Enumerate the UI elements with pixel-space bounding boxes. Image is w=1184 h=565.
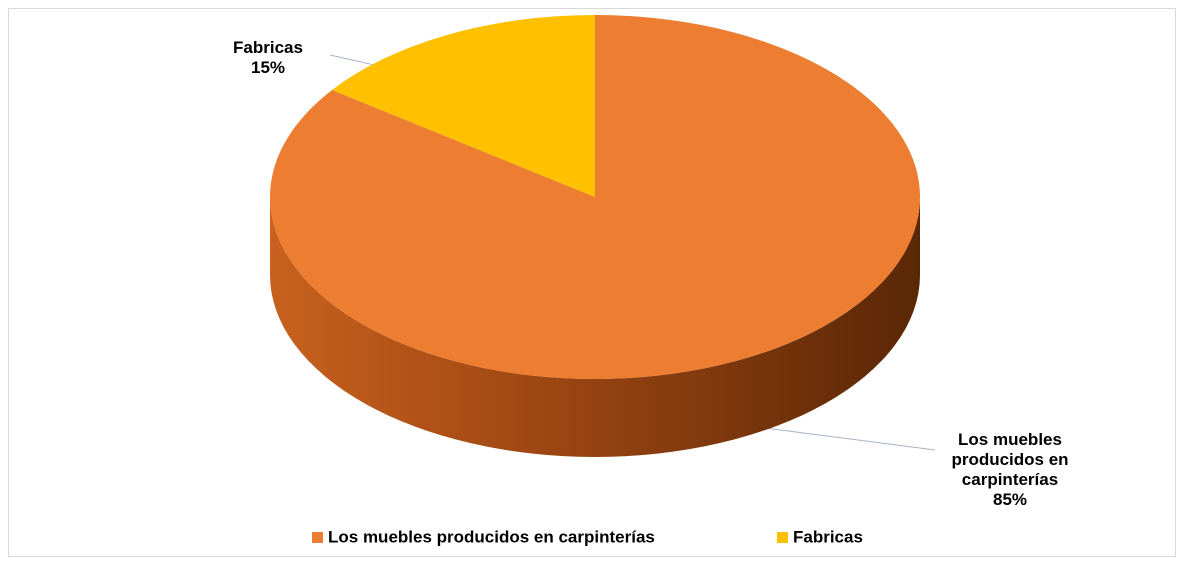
legend-swatch: [777, 532, 788, 543]
data-label-name: Fabricas: [233, 38, 303, 57]
pie-side: [270, 197, 920, 457]
leader-line: [764, 427, 936, 451]
data-label-value: 15%: [250, 58, 286, 77]
data-label: Fabricas 15%: [208, 38, 328, 78]
pie-slice: [332, 15, 595, 197]
data-label-value: 85%: [992, 490, 1028, 509]
legend-swatch: [312, 532, 323, 543]
data-label: Los muebles producidos en carpinterías 8…: [930, 430, 1090, 510]
data-label-name: Los muebles producidos en carpinterías: [951, 430, 1069, 489]
legend-label: Los muebles producidos en carpinterías: [328, 527, 655, 546]
pie-slice: [270, 15, 921, 379]
legend-label: Fabricas: [793, 527, 863, 546]
